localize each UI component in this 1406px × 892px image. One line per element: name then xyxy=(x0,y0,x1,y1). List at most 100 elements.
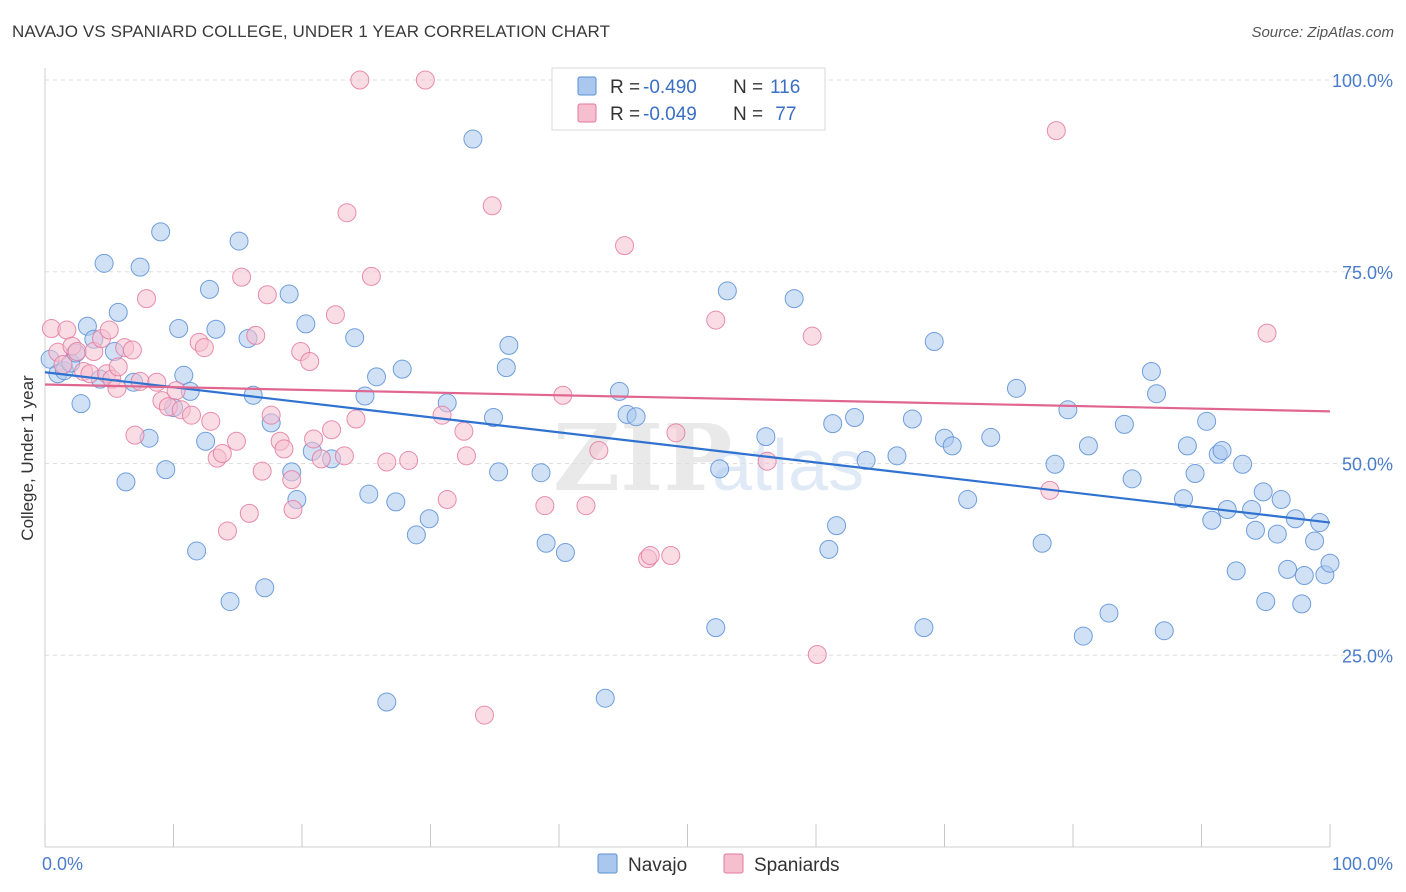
navajo-point xyxy=(392,359,412,379)
navajo-point xyxy=(220,592,240,612)
navajo-point xyxy=(1122,469,1142,489)
navajo-point xyxy=(359,484,379,504)
navajo-n-label: N = xyxy=(733,77,763,98)
navajo-point xyxy=(463,129,483,149)
spaniards-point xyxy=(1046,121,1066,141)
spaniards-point xyxy=(576,496,596,516)
navajo-point xyxy=(914,618,934,638)
navajo-point xyxy=(784,289,804,309)
legend-spaniards-swatch xyxy=(723,853,744,874)
spaniards-swatch xyxy=(577,103,597,123)
navajo-trend-line xyxy=(44,371,1331,524)
navajo-point xyxy=(151,222,171,242)
spaniards-point xyxy=(80,364,100,384)
navajo-point xyxy=(1073,626,1093,646)
navajo-point xyxy=(819,539,839,559)
navajo-point xyxy=(187,541,207,561)
navajo-point xyxy=(386,492,406,512)
navajo-point xyxy=(823,414,843,434)
navajo-point xyxy=(1292,594,1312,614)
spaniards-point xyxy=(377,452,397,472)
y-axis-title: College, Under 1 year xyxy=(18,375,37,541)
spaniards-point xyxy=(282,470,302,490)
navajo-point xyxy=(94,253,114,273)
navajo-point xyxy=(345,328,365,348)
navajo-point xyxy=(108,302,128,322)
navajo-point xyxy=(845,407,865,427)
navajo-point xyxy=(710,459,730,479)
stats-row-navajo: R = -0.490 N = 116 xyxy=(577,76,800,98)
legend-navajo-swatch xyxy=(597,853,618,874)
data-points xyxy=(40,70,1340,725)
spaniards-point xyxy=(474,705,494,725)
navajo-point xyxy=(595,688,615,708)
navajo-point xyxy=(1245,520,1265,540)
spaniards-point xyxy=(1257,323,1277,343)
spaniards-point xyxy=(283,500,303,520)
navajo-point xyxy=(406,525,426,545)
tick-labels: 25.0% 50.0% 75.0% 100.0% 0.0% 100.0% xyxy=(42,71,1393,874)
spaniards-point xyxy=(322,420,342,440)
navajo-point xyxy=(1256,592,1276,612)
spaniards-point xyxy=(137,289,157,309)
navajo-r-value: -0.490 xyxy=(643,77,697,98)
navajo-point xyxy=(1154,621,1174,641)
navajo-point xyxy=(924,332,944,352)
spaniards-point xyxy=(166,381,186,401)
trend-lines xyxy=(44,371,1331,524)
navajo-point xyxy=(1202,510,1222,530)
spaniards-point xyxy=(107,378,127,398)
spaniards-point xyxy=(640,546,660,566)
chart-title: NAVAJO VS SPANIARD COLLEGE, UNDER 1 YEAR… xyxy=(12,22,611,41)
spaniards-point xyxy=(261,405,281,425)
series-spaniards xyxy=(41,70,1277,725)
navajo-point xyxy=(1078,436,1098,456)
navajo-point xyxy=(279,284,299,304)
navajo-point xyxy=(116,472,136,492)
spaniards-point xyxy=(311,449,331,469)
navajo-point xyxy=(199,279,219,299)
navajo-point xyxy=(706,618,726,638)
navajo-point xyxy=(483,407,503,427)
navajo-point xyxy=(1099,603,1119,623)
spaniards-point xyxy=(147,372,167,392)
spaniards-point xyxy=(456,446,476,466)
navajo-point xyxy=(1305,531,1325,551)
navajo-point xyxy=(71,394,91,414)
navajo-r-label: R = xyxy=(610,77,640,98)
navajo-point xyxy=(377,692,397,712)
navajo-point xyxy=(1253,482,1273,502)
navajo-point xyxy=(1226,561,1246,581)
navajo-point xyxy=(981,427,1001,447)
navajo-n-value: 116 xyxy=(770,77,800,98)
navajo-point xyxy=(156,460,176,480)
navajo-point xyxy=(887,446,907,466)
navajo-point xyxy=(1233,454,1253,474)
spaniards-point xyxy=(589,440,609,460)
navajo-point xyxy=(1006,378,1026,398)
x-tick-label: 0.0% xyxy=(42,854,83,874)
navajo-point xyxy=(958,490,978,510)
spaniards-point xyxy=(454,421,474,441)
spaniards-point xyxy=(300,351,320,371)
spaniards-point xyxy=(432,405,452,425)
navajo-point xyxy=(756,427,776,447)
gridlines xyxy=(45,79,1380,656)
navajo-point xyxy=(1185,463,1205,483)
spaniards-point xyxy=(226,431,246,451)
spaniards-point xyxy=(246,325,266,345)
legend-item-spaniards[interactable]: Spaniards xyxy=(723,853,840,876)
spaniards-point xyxy=(122,340,142,360)
navajo-point xyxy=(717,281,737,301)
navajo-point xyxy=(1242,500,1262,520)
navajo-point xyxy=(555,542,575,562)
spaniards-point xyxy=(350,70,370,90)
spaniards-point xyxy=(67,342,87,362)
y-tick-label: 75.0% xyxy=(1342,263,1393,283)
spaniards-point xyxy=(346,409,366,429)
navajo-point xyxy=(856,450,876,470)
legend-item-navajo[interactable]: Navajo xyxy=(597,853,687,876)
spaniards-point xyxy=(334,446,354,466)
y-tick-label: 100.0% xyxy=(1332,71,1393,91)
navajo-point xyxy=(355,386,375,406)
